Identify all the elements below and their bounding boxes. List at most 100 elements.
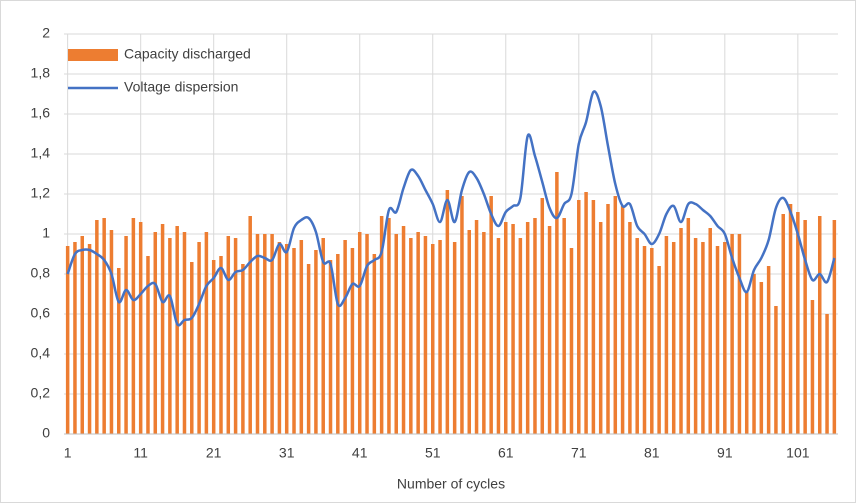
bar [416, 232, 420, 434]
x-tick-label: 71 [571, 445, 587, 461]
bar [146, 256, 150, 434]
bar [87, 244, 92, 434]
bar [328, 260, 333, 434]
bar [555, 172, 559, 434]
bar [701, 242, 705, 434]
x-tick-label: 1 [64, 445, 72, 461]
bar [489, 196, 493, 434]
bar [693, 238, 698, 434]
bar [394, 234, 398, 434]
bar [277, 242, 282, 434]
bar [233, 238, 238, 434]
bar [306, 264, 311, 434]
x-tick-label: 21 [206, 445, 222, 461]
y-tick-label: 1,2 [31, 185, 51, 201]
bar [679, 228, 683, 434]
bar [606, 204, 610, 434]
bar [204, 232, 209, 434]
bar [197, 242, 201, 434]
bar [241, 264, 245, 434]
bar [445, 190, 450, 434]
bar [591, 200, 596, 434]
bar [613, 196, 618, 434]
bar [752, 274, 756, 434]
bar [817, 216, 822, 434]
bar [496, 238, 501, 434]
bar [730, 234, 734, 434]
bar [336, 254, 340, 434]
bar [175, 226, 179, 434]
bar [102, 218, 106, 434]
x-tick-label: 91 [717, 445, 733, 461]
bar [584, 192, 588, 434]
bar [715, 246, 720, 434]
x-tick-label: 41 [352, 445, 368, 461]
x-tick-label: 11 [133, 445, 148, 461]
bar [766, 266, 771, 434]
bar [671, 242, 676, 434]
bar [73, 242, 77, 434]
y-tick-label: 0,8 [31, 265, 51, 281]
bar [343, 240, 347, 434]
bar [540, 198, 545, 434]
bar [650, 248, 654, 434]
bar [65, 246, 70, 434]
bar [438, 240, 442, 434]
bar [825, 314, 829, 434]
bar [292, 248, 296, 434]
bar [168, 238, 172, 434]
bar [350, 248, 355, 434]
bar [190, 262, 194, 434]
y-tick-label: 1 [42, 225, 50, 241]
bar [467, 230, 472, 434]
bar [117, 268, 121, 434]
bar [664, 236, 669, 434]
bar [263, 234, 267, 434]
x-tick-label: 61 [498, 445, 514, 461]
bar [460, 196, 464, 434]
bar [533, 218, 537, 434]
y-tick-label: 2 [42, 25, 50, 41]
bar [379, 216, 384, 434]
x-tick-label: 31 [279, 445, 295, 461]
bar [744, 292, 749, 434]
bar [504, 222, 508, 434]
bar [423, 236, 428, 434]
bar [365, 234, 369, 434]
y-tick-label: 0,6 [31, 305, 51, 321]
bar [518, 238, 523, 434]
bar [80, 236, 85, 434]
bar [774, 306, 778, 434]
bar [124, 236, 128, 434]
bar [474, 220, 479, 434]
y-tick-label: 0,4 [31, 345, 51, 361]
bar [832, 220, 837, 434]
bar [387, 218, 391, 434]
y-tick-label: 1,4 [31, 145, 51, 161]
bar [248, 216, 252, 434]
bar [737, 234, 742, 434]
bar [628, 222, 632, 434]
bar [803, 220, 807, 434]
bar [796, 212, 800, 434]
x-tick-label: 51 [425, 445, 441, 461]
bar [95, 220, 99, 434]
bar [409, 238, 413, 434]
bar [219, 256, 223, 434]
legend-label: Voltage dispersion [124, 79, 238, 95]
bar [525, 222, 530, 434]
bar [299, 240, 304, 434]
x-tick-label: 81 [644, 445, 660, 461]
bar [781, 214, 785, 434]
x-tick-label: 101 [786, 445, 810, 461]
y-tick-label: 0 [42, 425, 50, 441]
bar [211, 260, 216, 434]
bar [182, 232, 187, 434]
bar [635, 238, 639, 434]
bar [577, 200, 581, 434]
y-tick-label: 1,6 [31, 105, 51, 121]
bar [160, 224, 165, 434]
bar [686, 218, 691, 434]
bar [401, 226, 406, 434]
